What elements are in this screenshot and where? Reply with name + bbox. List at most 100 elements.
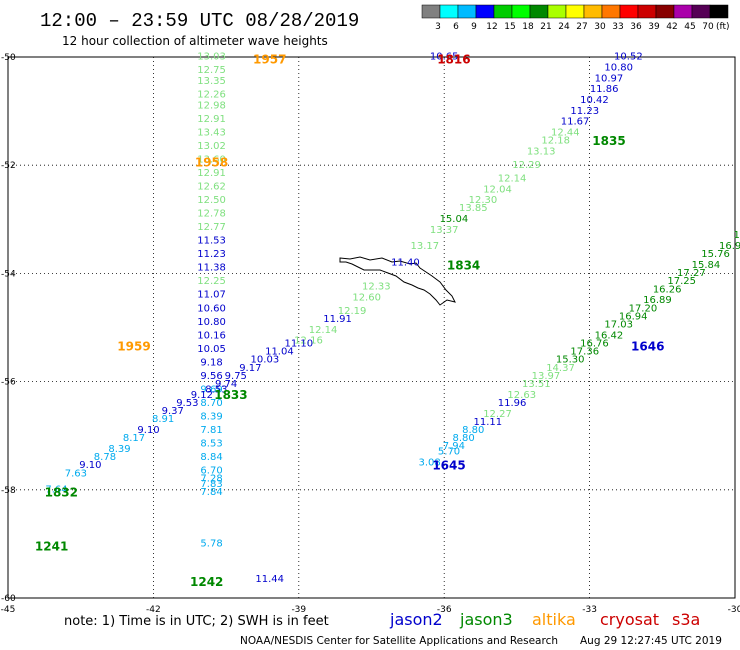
wave-height-value: 12.14 [498, 173, 527, 184]
wave-height-value: 13.03 [197, 52, 226, 63]
wave-height-value: 8.53 [200, 439, 222, 450]
x-tick-label: -45 [1, 605, 16, 615]
wave-height-value: 9.12 [191, 390, 213, 401]
y-tick-label: -56 [1, 378, 16, 388]
wave-height-value: 9.10 [137, 425, 159, 436]
wave-height-value: 12.33 [362, 282, 391, 293]
scale-tick-label: 39 [648, 22, 660, 32]
wave-height-value: 10.65 [430, 52, 459, 63]
scale-swatch [457, 4, 477, 19]
wave-height-value: 9.69 [200, 384, 222, 395]
wave-height-value: 9.53 [176, 398, 198, 409]
wave-height-value: 5.70 [438, 447, 460, 458]
wave-height-value: 11.11 [473, 417, 502, 428]
wave-height-value: 11.86 [590, 84, 619, 95]
scale-swatch [493, 4, 513, 19]
wave-height-value: 12.60 [352, 292, 381, 303]
wave-height-value: 11.91 [323, 314, 352, 325]
wave-height-value: 8.78 [94, 452, 116, 463]
legend-jason2: jason2 [389, 610, 443, 629]
wave-height-value: 7.63 [65, 468, 87, 479]
wave-height-value: 17.25 [667, 276, 696, 287]
legend-cryosat: cryosat [600, 610, 659, 629]
y-tick-label: -54 [1, 269, 16, 279]
scale-tick-label: 30 [594, 22, 606, 32]
wave-height-value: 12.75 [197, 65, 226, 76]
wave-height-value: 12.30 [469, 195, 498, 206]
wave-height-value: 9.56 [200, 371, 222, 382]
wave-height-value: 10.80 [604, 63, 633, 74]
pass-time-label: 1959 [117, 339, 150, 353]
wave-height-value: 9.75 [225, 371, 247, 382]
wave-height-value: 12.16 [294, 336, 323, 347]
wave-height-value: 9.10 [79, 460, 101, 471]
pass-time-label: 1646 [631, 339, 664, 353]
scale-swatch [583, 4, 603, 19]
wave-height-value: 11.38 [197, 263, 226, 274]
wave-height-value: 16.76 [580, 338, 609, 349]
legend-altika: altika [532, 610, 576, 629]
plot-area [7, 56, 736, 599]
wave-height-value: 11.40 [391, 257, 420, 268]
scale-swatch [529, 4, 549, 19]
wave-height-value: 8.80 [462, 425, 484, 436]
wave-height-value: 13.02 [197, 141, 226, 152]
wave-height-value: 8.39 [108, 444, 130, 455]
scale-swatch [565, 4, 585, 19]
scale-tick-label: 18 [522, 22, 534, 32]
wave-height-value: 12.91 [197, 168, 226, 179]
wave-height-value: 11.23 [197, 249, 226, 260]
wave-height-value: 8.80 [452, 433, 474, 444]
wave-height-value: 15.76 [701, 249, 730, 260]
wave-height-value: 7.83 [200, 479, 222, 490]
scale-swatch [601, 4, 621, 19]
satellite-legend: jason2 jason3 altika cryosat s3a [389, 610, 700, 629]
wave-height-value: 10.42 [580, 95, 609, 106]
wave-height-value: 15.30 [556, 355, 585, 366]
wave-height-value: 12.27 [483, 409, 512, 420]
wave-height-value: 11.44 [255, 574, 284, 585]
wave-height-value: 11.96 [498, 398, 527, 409]
wave-height-value: 12.77 [197, 222, 226, 233]
wave-height-value: 13.97 [532, 371, 561, 382]
scale-tick-label: 33 [612, 22, 623, 32]
wave-height-value: 18 [733, 230, 740, 241]
scale-tick-label: 36 [630, 22, 642, 32]
wave-height-value: 10.16 [197, 330, 226, 341]
wave-height-value: 11.53 [197, 236, 226, 247]
scale-tick-label: 70 [702, 22, 714, 32]
wave-height-value: 10.52 [614, 52, 643, 63]
wave-height-value: 16.89 [643, 295, 672, 306]
legend-jason3: jason3 [459, 610, 513, 629]
wave-height-value: 13.35 [197, 76, 226, 87]
y-tick-label: -50 [1, 53, 16, 63]
wave-height-value: 12.04 [483, 184, 512, 195]
wave-height-value: 10.80 [197, 317, 226, 328]
scale-unit: (ft) [716, 22, 730, 32]
footer-note: note: 1) Time is in UTC; 2) SWH is in fe… [64, 614, 329, 629]
x-tick-label: -33 [582, 605, 597, 615]
wave-height-value: 16.9 [719, 241, 740, 252]
scale-swatch [421, 4, 441, 19]
pass-time-label: 1241 [35, 540, 68, 554]
wave-height-value: 7.81 [200, 425, 222, 436]
wave-height-value: 8.84 [200, 452, 222, 463]
wave-height-value: 12.78 [197, 209, 226, 220]
wave-height-value: 12.25 [197, 276, 226, 287]
wave-height-value: 11.10 [284, 338, 313, 349]
wave-height-value: 7.28 [200, 474, 222, 485]
scale-swatch [655, 4, 675, 19]
wave-height-value: 13.13 [527, 146, 556, 157]
scale-tick-label: 12 [486, 22, 497, 32]
scale-swatch [673, 4, 693, 19]
pass-time-label: 1957 [253, 53, 286, 67]
wave-height-value: 11.07 [197, 290, 226, 301]
wave-height-value: 12.62 [197, 182, 226, 193]
time-labels: 1957 1958 1959 1816 1835 1834 1833 1832 1241 1242… [35, 53, 665, 589]
y-tick-label: -52 [1, 161, 16, 171]
scale-swatch [709, 4, 729, 19]
wave-height-value: 16.94 [619, 311, 648, 322]
scale-swatch [439, 4, 459, 19]
wave-height-value: 17.27 [677, 268, 706, 279]
wave-height-value: 13.60 [197, 154, 226, 165]
